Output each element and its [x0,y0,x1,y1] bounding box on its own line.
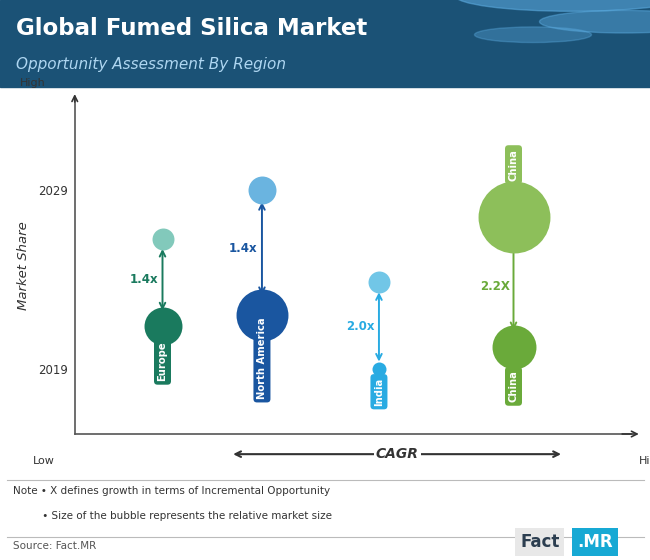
Text: Fact: Fact [520,534,560,552]
Text: • Size of the bubble represents the relative market size: • Size of the bubble represents the rela… [13,511,332,521]
Point [508,213,519,222]
Circle shape [540,11,650,33]
Text: 2.2X: 2.2X [480,281,510,293]
Text: Note • X defines growth in terms of Incremental Opportunity: Note • X defines growth in terms of Incr… [13,486,330,496]
Text: China: China [508,370,519,402]
Point [157,235,168,244]
Text: 2.0x: 2.0x [346,320,374,333]
Text: North America: North America [257,318,267,399]
Point [157,321,168,330]
Point [374,365,384,374]
Text: Opportunity Assessment By Region: Opportunity Assessment By Region [16,57,286,72]
Circle shape [474,27,592,43]
Text: 1.4x: 1.4x [129,273,158,286]
Text: High: High [20,78,46,88]
Text: Global Fumed Silica Market: Global Fumed Silica Market [16,17,367,40]
Text: China: China [508,149,519,180]
Text: CAGR: CAGR [376,447,419,461]
Text: High: High [639,456,650,466]
Point [257,186,267,195]
Text: .MR: .MR [577,534,613,552]
Text: India: India [374,377,384,406]
Text: 1.4x: 1.4x [229,242,257,255]
Point [374,278,384,287]
Point [508,343,519,352]
Text: Europe: Europe [157,342,168,381]
Point [257,310,267,319]
Text: Low: Low [33,456,55,466]
Y-axis label: Market Share: Market Share [17,222,30,310]
Text: Source: Fact.MR: Source: Fact.MR [13,541,96,551]
Circle shape [455,0,650,11]
